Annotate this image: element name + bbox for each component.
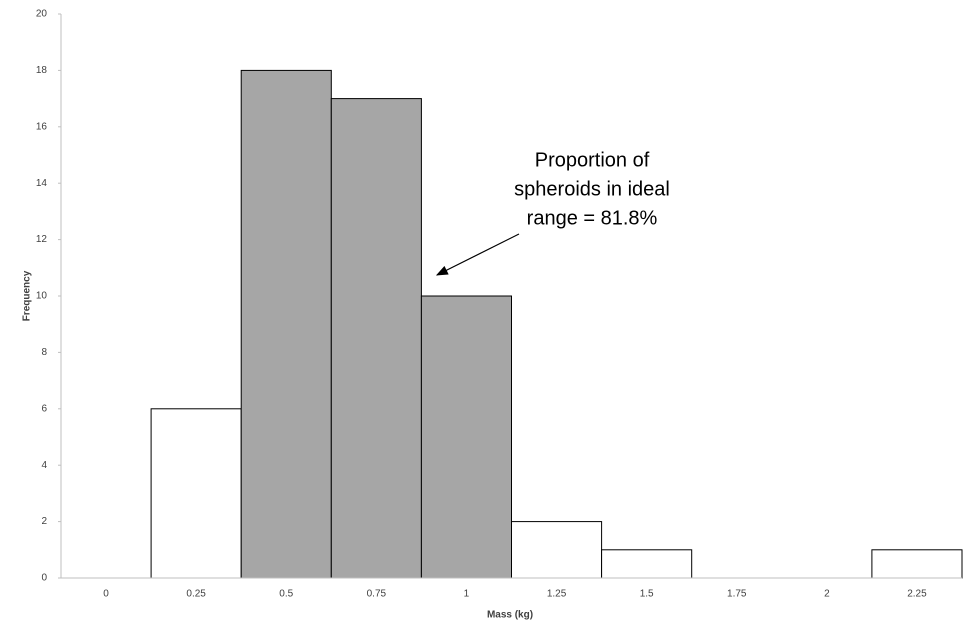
annotation-arrow — [435, 233, 520, 276]
bar — [601, 549, 693, 579]
x-tick-label: 2.25 — [907, 589, 927, 600]
y-tick-label: 8 — [41, 347, 47, 358]
y-tick-label: 20 — [36, 9, 48, 20]
y-tick-label: 18 — [36, 65, 48, 76]
y-tick-label: 0 — [41, 573, 47, 584]
annotation: range = 81.8% — [527, 207, 658, 229]
x-tick-label: 0.5 — [279, 589, 293, 600]
x-tick-label: 1.5 — [640, 589, 654, 600]
y-tick-label: 2 — [41, 516, 47, 527]
bar — [150, 408, 242, 579]
annotation: spheroids in ideal — [514, 178, 670, 200]
bar — [240, 69, 332, 579]
x-tick-label: 0 — [103, 589, 109, 600]
x-tick-label: 1.75 — [727, 589, 747, 600]
x-tick-label: 2 — [824, 589, 830, 600]
x-tick-label: 1 — [464, 589, 470, 600]
bar — [420, 295, 512, 579]
x-tick-label: 0.75 — [367, 589, 387, 600]
x-axis-title: Mass (kg) — [487, 610, 533, 621]
x-tick-label: 1.25 — [547, 589, 567, 600]
bar — [511, 521, 603, 579]
annotation: Proportion of — [535, 149, 650, 171]
y-tick-label: 10 — [36, 291, 48, 302]
y-axis-title: Frequency — [22, 270, 33, 321]
y-tick-label: 12 — [36, 234, 48, 245]
x-tick-label: 0.25 — [186, 589, 206, 600]
y-tick-label: 14 — [36, 178, 48, 189]
bar — [871, 549, 963, 579]
y-tick-label: 16 — [36, 121, 48, 132]
y-tick-label: 4 — [41, 460, 47, 471]
bar — [330, 98, 422, 579]
y-tick-label: 6 — [41, 403, 47, 414]
